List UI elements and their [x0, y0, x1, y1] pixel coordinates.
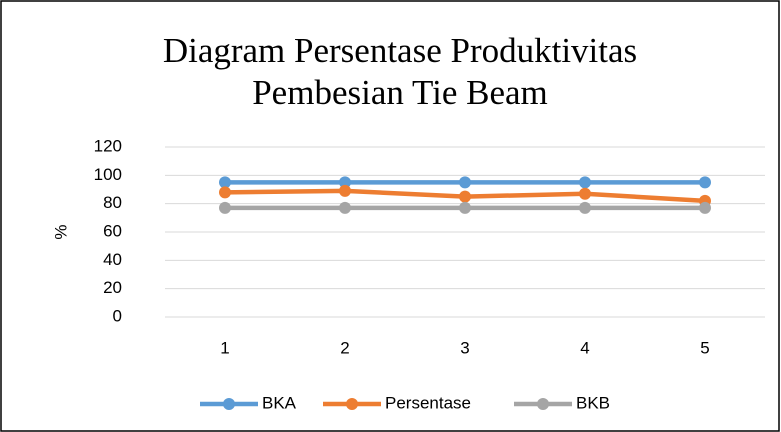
point: [339, 176, 351, 189]
point: [459, 201, 471, 214]
legend-marker: [346, 398, 358, 410]
legend-marker: [537, 398, 549, 410]
y-tick-label: 100: [94, 165, 122, 184]
point: [699, 176, 711, 189]
point: [459, 190, 471, 203]
point: [699, 201, 711, 214]
legend-label: BKB: [576, 393, 610, 412]
x-tick-label: 3: [460, 338, 469, 357]
point: [579, 176, 591, 189]
point: [219, 186, 231, 199]
chart-title: Diagram Persentase Produktivitas Pembesi…: [162, 31, 638, 112]
legend-label: BKA: [262, 393, 297, 412]
y-tick-label: 120: [94, 136, 122, 155]
x-tick-label: 5: [700, 338, 709, 357]
point: [579, 201, 591, 214]
y-axis-label: %: [51, 224, 70, 239]
x-tick-label: 2: [340, 338, 349, 357]
point: [579, 187, 591, 200]
point: [339, 184, 351, 197]
y-tick-label: 80: [103, 193, 122, 212]
x-tick-label: 4: [580, 338, 589, 357]
legend-marker: [223, 398, 235, 410]
y-tick-label: 20: [103, 278, 122, 297]
legend-label: Persentase: [385, 393, 471, 412]
point: [339, 201, 351, 214]
y-tick-label: 0: [113, 306, 122, 325]
x-tick-label: 1: [220, 338, 229, 357]
point: [219, 176, 231, 189]
y-tick-label: 40: [103, 250, 122, 269]
y-tick-label: 60: [103, 221, 122, 240]
point: [459, 176, 471, 189]
point: [219, 201, 231, 214]
